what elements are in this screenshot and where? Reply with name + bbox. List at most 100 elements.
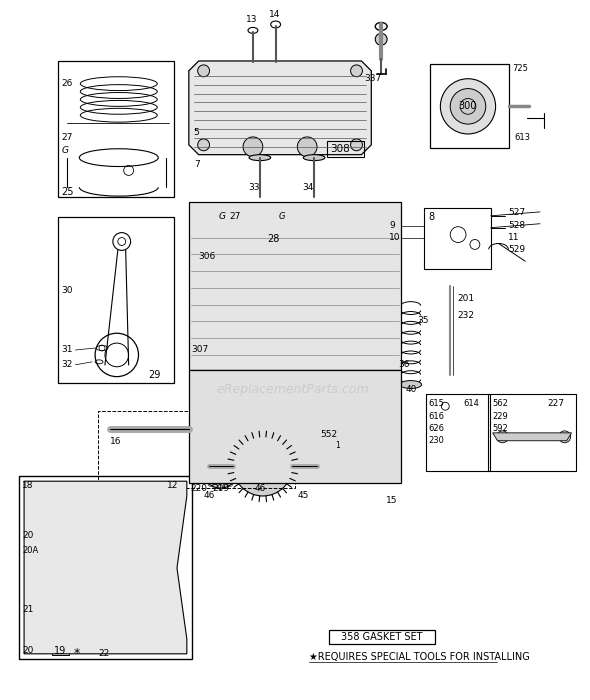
Text: 21: 21 [22,605,34,614]
Text: 19: 19 [54,646,66,656]
Circle shape [297,137,317,157]
Ellipse shape [400,381,422,388]
Text: 5: 5 [194,129,199,137]
Circle shape [375,34,387,46]
Text: 230: 230 [428,436,444,445]
Text: eReplacementParts.com: eReplacementParts.com [216,383,369,396]
Polygon shape [493,433,572,441]
Text: 232: 232 [457,311,474,320]
Text: 307: 307 [192,346,209,354]
Circle shape [255,460,261,466]
Circle shape [237,426,242,432]
Text: 13: 13 [246,15,257,24]
Circle shape [202,453,238,488]
Bar [98,411,296,488]
Text: 592: 592 [493,424,509,433]
Circle shape [233,424,273,463]
Polygon shape [189,202,401,370]
Text: 18: 18 [22,481,34,489]
Circle shape [350,139,362,150]
Text: 26: 26 [61,79,73,88]
Circle shape [264,427,270,433]
Text: 552: 552 [320,430,337,440]
Text: 613: 613 [514,134,530,142]
Circle shape [231,447,237,453]
Circle shape [199,471,208,480]
Circle shape [85,611,101,627]
Circle shape [497,431,509,442]
Bar [425,394,490,471]
Text: 300: 300 [459,102,477,111]
Circle shape [100,508,175,583]
Text: 220: 220 [191,484,208,493]
Text: 616: 616 [428,412,444,421]
Circle shape [300,398,324,421]
Circle shape [248,461,254,466]
Circle shape [350,65,362,77]
Polygon shape [189,370,401,483]
Circle shape [258,423,264,428]
Text: 529: 529 [509,245,526,254]
Text: 35: 35 [418,316,429,325]
Circle shape [31,506,90,565]
Text: *: * [73,648,80,660]
Circle shape [243,422,249,428]
Polygon shape [24,481,187,654]
Text: 9: 9 [389,221,395,230]
Circle shape [191,463,206,478]
Circle shape [251,421,257,427]
Text: 34: 34 [302,183,314,192]
Text: 33: 33 [248,183,260,192]
Text: 28: 28 [268,234,280,244]
Ellipse shape [255,219,334,244]
Circle shape [248,452,278,481]
Text: 31: 31 [61,346,73,354]
Text: G: G [218,212,225,221]
Text: 20A: 20A [22,546,38,554]
Circle shape [235,454,241,459]
Text: 46: 46 [204,491,215,500]
Circle shape [232,432,238,438]
Text: 7: 7 [194,160,199,169]
Text: 227: 227 [547,399,564,408]
Circle shape [290,473,299,483]
Text: 14: 14 [268,10,280,19]
Circle shape [559,431,571,442]
Text: ★REQUIRES SPECIAL TOOLS FOR INSTALLING: ★REQUIRES SPECIAL TOOLS FOR INSTALLING [309,652,530,662]
Text: 46: 46 [255,484,266,493]
Text: 12: 12 [167,481,179,489]
Circle shape [29,642,39,652]
Circle shape [167,642,177,652]
Text: 562: 562 [493,399,509,408]
Text: 16: 16 [110,438,122,446]
Bar [215,209,293,246]
Circle shape [251,205,274,229]
Text: 27: 27 [230,212,241,221]
Text: 29: 29 [148,370,160,379]
Circle shape [58,641,70,653]
Text: 219: 219 [212,484,230,493]
Text: 10: 10 [389,233,401,242]
Text: 22: 22 [98,650,109,658]
Bar [488,394,576,471]
Bar [327,141,365,157]
Text: 337: 337 [365,74,382,83]
Text: G: G [61,146,68,155]
Text: 20: 20 [22,646,34,655]
Circle shape [198,65,209,77]
Circle shape [382,374,390,382]
Circle shape [199,374,208,382]
Circle shape [267,451,273,456]
Text: 201: 201 [457,294,474,303]
Bar [19,476,192,659]
Text: 527: 527 [509,209,526,218]
Circle shape [262,456,268,462]
Text: 614: 614 [463,399,479,408]
Circle shape [113,521,162,570]
Bar [52,642,70,654]
Circle shape [268,433,274,440]
Circle shape [243,137,263,157]
Text: G: G [278,212,285,221]
Circle shape [450,89,486,124]
Bar [317,421,362,449]
